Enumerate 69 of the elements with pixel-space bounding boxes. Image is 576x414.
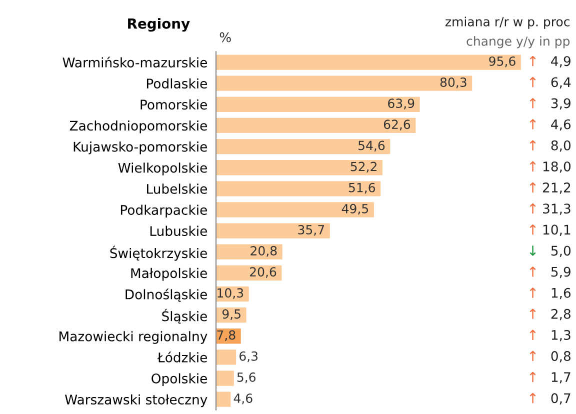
bar <box>216 118 416 134</box>
data-label: 52,2 <box>350 162 376 173</box>
bar <box>216 265 282 281</box>
data-label: 7,8 <box>217 330 236 342</box>
text: ↑ 5,9 <box>530 266 570 278</box>
y-tick-label: Kujawsko-pomorskie <box>74 142 207 154</box>
text: ↑ 1,6 <box>530 288 571 300</box>
text: ↑ 8,0 <box>530 140 571 152</box>
y-axis-title: Regiony <box>128 18 190 32</box>
data-label: 62,6 <box>384 120 410 130</box>
data-label: 80,3 <box>440 78 466 88</box>
y-tick-label: Dolnośląskie <box>126 288 207 302</box>
y-tick-label: Warmińsko-mazurskie <box>62 56 207 68</box>
y-tick-label: Warszawski stołeczny <box>65 394 208 408</box>
y-tick-label: Lubelskie <box>147 184 207 194</box>
bar <box>216 223 330 238</box>
bar <box>216 244 282 260</box>
text: ↑ 18,0 <box>530 161 571 173</box>
y-tick-label: Małopolskie <box>131 268 207 281</box>
bar <box>216 96 420 112</box>
text: ↑ 2,8 <box>530 308 570 320</box>
data-label: 95,6 <box>489 56 516 68</box>
data-label: 4,6 <box>234 394 252 404</box>
data-label: 54,6 <box>358 140 385 152</box>
bar <box>216 138 390 154</box>
y-tick-label: Pomorskie <box>140 99 207 110</box>
text: ↑ 31,3 <box>530 203 570 215</box>
text: ↑ 0,7 <box>530 392 570 404</box>
y-tick-label: Świętokrzyskie <box>110 246 207 261</box>
y-tick-label: Opolskie <box>152 373 207 386</box>
bar <box>216 202 374 218</box>
bar <box>216 76 472 91</box>
text: change y/y in pp <box>466 36 570 48</box>
text: ↑ 0,8 <box>530 350 570 362</box>
y-tick-label: Zachodniopomorskie <box>70 120 207 134</box>
bar <box>216 370 234 386</box>
data-label: 20,8 <box>250 246 277 257</box>
data-label: 35,7 <box>298 224 324 236</box>
data-label: 9,5 <box>222 309 240 320</box>
bar <box>216 350 236 365</box>
data-label: 20,6 <box>250 267 276 278</box>
data-label: 6,3 <box>240 351 258 362</box>
text: ↓ 5,0 <box>530 246 571 258</box>
text: zmiana r/r w p. proc <box>446 16 570 29</box>
y-tick-label: Podlaskie <box>146 78 207 89</box>
data-label: 49,5 <box>342 204 368 215</box>
bar <box>216 392 231 407</box>
x-axis-title: % <box>220 32 231 42</box>
text: ↑ 4,9 <box>530 56 570 68</box>
text: ↑ 1,7 <box>530 372 570 384</box>
data-label: 51,6 <box>348 182 376 194</box>
text: ↑ 4,6 <box>530 119 571 131</box>
bar <box>216 160 383 176</box>
bar <box>216 54 521 70</box>
bar <box>216 181 381 196</box>
y-tick-label: Mazowiecki regionalny <box>60 331 208 344</box>
y-tick-label: Podkarpackie <box>120 204 207 218</box>
text: ↑ 21,2 <box>530 182 570 194</box>
y-tick-label: Wielkopolskie <box>118 162 207 176</box>
data-label: 5,6 <box>237 372 256 384</box>
text: ↑ 10,1 <box>530 224 570 236</box>
text: ↑ 3,9 <box>530 98 570 110</box>
y-tick-label: Śląskie <box>162 308 207 324</box>
y-tick-label: Lubuskie <box>150 226 207 236</box>
text: ↑ 1,3 <box>530 330 570 342</box>
data-label: 10,3 <box>218 288 244 299</box>
data-label: 63,9 <box>388 98 414 110</box>
y-tick-label: Łódzkie <box>157 352 207 362</box>
text: ↑ 6,4 <box>530 77 571 89</box>
